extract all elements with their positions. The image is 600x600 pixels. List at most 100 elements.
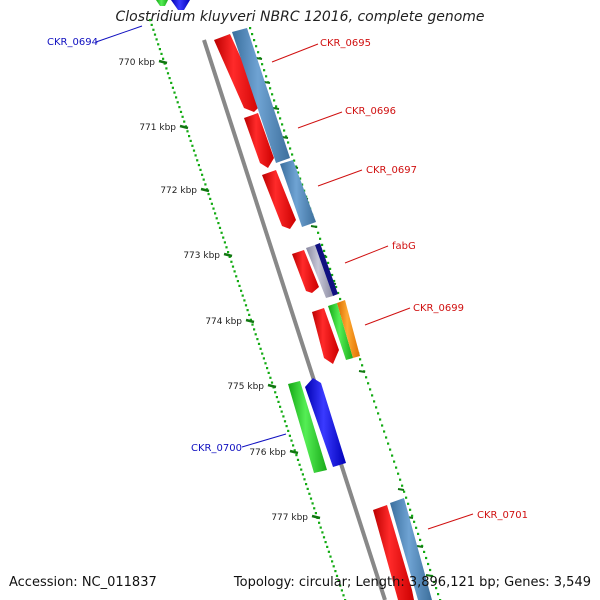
scale-dot <box>329 555 332 558</box>
outer-track-dot <box>299 177 302 180</box>
outer-track-dot <box>339 297 342 301</box>
outer-track-dot <box>437 593 440 596</box>
gene-ckr-0699[interactable] <box>312 300 360 364</box>
scale-dot <box>171 86 174 89</box>
outer-track-dot <box>371 394 374 397</box>
outer-track-dot <box>415 526 418 529</box>
scale-dot <box>150 23 153 26</box>
outer-track-dot <box>413 520 416 523</box>
scale-dot <box>210 202 213 205</box>
tick-label: 772 kbp <box>160 186 197 196</box>
scale-dot <box>305 483 308 486</box>
outer-track-dot <box>337 291 340 295</box>
scale-dot <box>301 473 304 476</box>
outer-track-dot <box>279 117 282 120</box>
gene-fabg[interactable] <box>292 243 338 298</box>
outer-track-dot <box>381 424 384 427</box>
outer-track-dot <box>249 27 252 30</box>
scale-dot <box>261 352 264 355</box>
outer-track-dot <box>265 75 268 78</box>
outer-track-dot <box>333 279 336 283</box>
gene-ckr-0694[interactable] <box>150 0 190 10</box>
scale-dot <box>196 159 199 162</box>
outer-track-dot <box>329 267 332 270</box>
outer-track-dot <box>405 496 408 499</box>
outer-track-dot <box>433 580 436 584</box>
scale-dot <box>254 333 257 336</box>
outer-track-dot <box>261 63 264 66</box>
scale-dot <box>223 241 226 244</box>
outer-track-dot <box>387 442 390 445</box>
tick-mark <box>223 252 233 258</box>
tick-mark <box>311 514 321 520</box>
scale-dot <box>270 381 274 384</box>
genome-backbone <box>202 39 387 600</box>
scale-dot <box>259 347 262 350</box>
scale-dot <box>214 212 217 215</box>
outer-track-dot <box>365 376 368 379</box>
outer-track-dot <box>383 430 386 433</box>
scale-dot <box>313 507 316 510</box>
scale-dot <box>256 338 259 341</box>
scale-dot <box>288 434 291 437</box>
outer-track-dot <box>377 412 380 415</box>
outer-track-dot <box>283 129 286 132</box>
scale-dot <box>222 236 225 239</box>
outer-track-dot <box>359 358 362 361</box>
scale-dot <box>311 502 314 505</box>
outer-track-dot <box>289 147 292 150</box>
outer-track-dot <box>251 33 254 36</box>
scale-dot <box>327 550 330 553</box>
scale-dot <box>231 265 235 268</box>
scale-dot <box>243 299 246 302</box>
outer-tick-mark <box>425 574 433 577</box>
outer-track-dot <box>327 261 330 264</box>
outer-tick-mark <box>358 370 366 373</box>
scale-dot <box>158 48 161 51</box>
gene-ckr-0696[interactable] <box>244 113 274 168</box>
gene-ckr-0701[interactable] <box>373 498 432 600</box>
scale-dot <box>170 81 173 84</box>
outer-track-dot <box>401 484 404 487</box>
scale-dot <box>300 468 303 471</box>
scale-dot <box>293 449 296 452</box>
scale-dot <box>321 531 324 534</box>
outer-track-dot <box>273 99 276 102</box>
scale-dot <box>280 410 283 413</box>
outer-track-dot <box>271 93 274 96</box>
scale-dot <box>308 492 311 495</box>
outer-track-dot <box>391 454 394 457</box>
outer-tick-mark <box>397 488 405 491</box>
outer-track-dot <box>369 388 372 391</box>
scale-dot <box>220 231 223 234</box>
gene-ckr-0697[interactable] <box>262 160 316 229</box>
scale-dot <box>342 594 345 597</box>
outer-track-dot <box>425 556 428 560</box>
scale-dot <box>160 52 163 55</box>
scale-dot <box>295 454 298 457</box>
scale-dot <box>194 154 197 157</box>
gene-label-ckr-0695: CKR_0695 <box>320 38 371 49</box>
outer-track-dot <box>411 514 414 517</box>
scale-dot <box>253 328 256 331</box>
scale-dot <box>314 512 317 515</box>
scale-dot <box>274 391 277 394</box>
outer-track-dot <box>393 460 396 463</box>
outer-tick-mark <box>255 57 263 60</box>
gene-ckr-0700[interactable] <box>288 378 346 473</box>
scale-dot <box>230 260 233 263</box>
scale-dot <box>290 439 293 442</box>
scale-dot <box>334 570 337 573</box>
outer-track-dot <box>297 171 300 174</box>
scale-dot <box>162 57 165 60</box>
gene-ckr-0695[interactable] <box>214 28 290 163</box>
scale-dot <box>225 246 228 249</box>
scale-dot <box>279 405 282 408</box>
scale-dot <box>236 280 239 283</box>
accession-text: Accession: NC_011837 <box>9 575 157 590</box>
scale-dot <box>201 173 204 176</box>
scale-dot <box>285 425 288 428</box>
outer-tick-mark <box>416 545 424 548</box>
scale-dot <box>212 207 215 210</box>
